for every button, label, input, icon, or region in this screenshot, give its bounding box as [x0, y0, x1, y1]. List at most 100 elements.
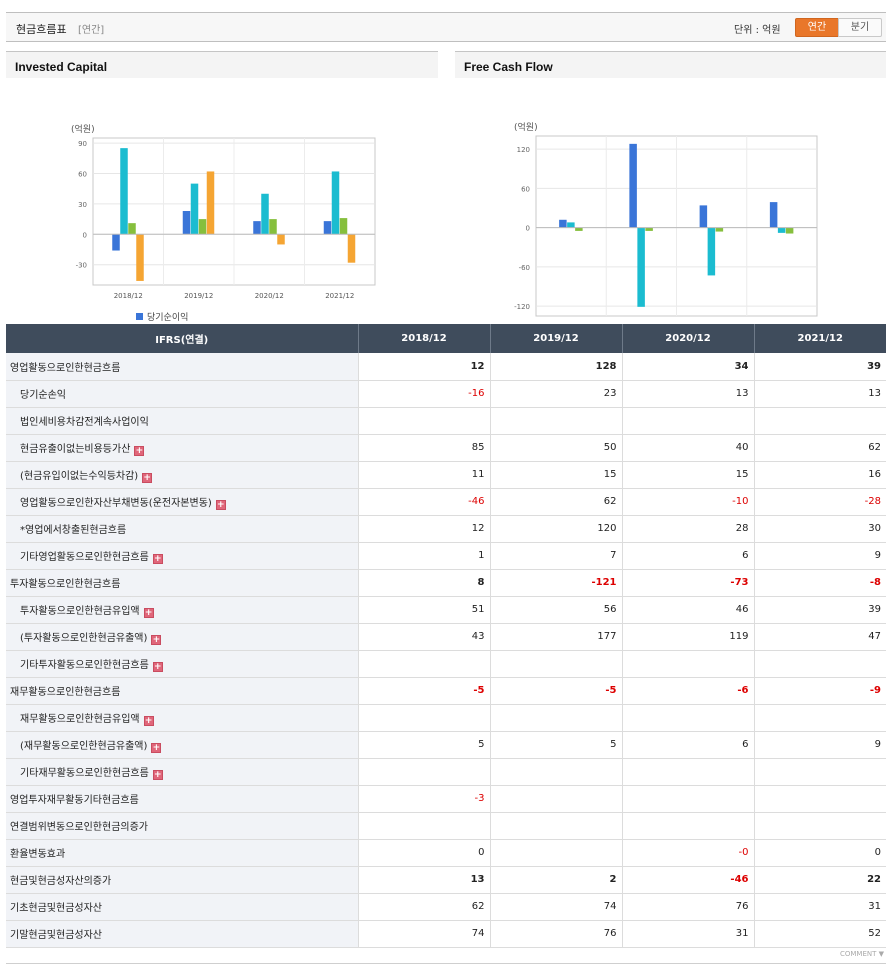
column-header[interactable]: 2020/12 — [621, 324, 754, 353]
expand-icon[interactable]: + — [151, 742, 162, 753]
y-axis-unit: (억원) — [514, 121, 538, 133]
x-tick-label: 2021/12 — [325, 292, 354, 300]
column-header[interactable]: 2018/12 — [357, 324, 490, 353]
table-cell: 1 — [357, 542, 490, 570]
invested-capital-panel: Invested Capital (억원) 90 60 30 0 -30 2018/12 20… — [6, 51, 438, 322]
table-cell: 30 — [753, 515, 886, 543]
expand-icon[interactable]: + — [152, 661, 163, 672]
table-row: 연결범위변동으로인한현금의증가 — [6, 812, 886, 840]
table-cell — [621, 704, 754, 732]
bar — [136, 234, 144, 281]
row-label-text: 기타영업활동으로인한현금흐름 — [20, 551, 149, 563]
x-tick-label: 2020/12 — [255, 292, 284, 300]
annual-toggle-button[interactable]: 연간 — [795, 18, 839, 37]
row-label-text: 재무활동으로인한현금흐름 — [10, 687, 121, 698]
table-cell — [357, 758, 490, 786]
y-tick-label: 30 — [78, 201, 87, 209]
column-header[interactable]: 2021/12 — [753, 324, 886, 353]
y-tick-label: 0 — [83, 231, 87, 239]
table-cell: 39 — [753, 596, 886, 624]
expand-icon[interactable]: + — [152, 769, 163, 780]
bar — [206, 171, 215, 235]
chart-title: Invested Capital — [6, 52, 438, 78]
bar — [637, 227, 645, 307]
table-cell — [753, 650, 886, 678]
bar — [645, 227, 653, 231]
row-label-text: 투자활동으로인한현금유입액 — [20, 605, 140, 617]
table-cell — [753, 785, 886, 813]
table-cell: -10 — [621, 488, 754, 516]
comment-toggle[interactable]: COMMENT ▼ — [6, 950, 886, 964]
table-cell — [621, 407, 754, 435]
expand-icon[interactable]: + — [134, 445, 145, 456]
table-cell: 0 — [753, 839, 886, 867]
row-label-text: *영업에서창출된현금흐름 — [20, 525, 127, 536]
bar — [323, 221, 332, 235]
row-label: 환율변동효과 — [6, 839, 358, 867]
row-label: (현금유입이없는수익등차감) + — [6, 461, 358, 489]
row-label-text: 현금및현금성자산의증가 — [10, 876, 112, 887]
y-tick-label: 60 — [521, 185, 530, 193]
expand-icon[interactable]: + — [143, 715, 154, 726]
row-label-text: 연결범위변동으로인한현금의증가 — [10, 822, 148, 833]
table-cell: -5 — [357, 677, 490, 705]
table-cell: 51 — [357, 596, 490, 624]
table-cell: -5 — [489, 677, 622, 705]
table-cell: -46 — [357, 488, 490, 516]
quarter-toggle-button[interactable]: 분기 — [838, 18, 882, 37]
row-label-text: 기초현금및현금성자산 — [10, 903, 102, 914]
table-cell: 50 — [489, 434, 622, 462]
row-label: 재무활동으로인한현금유입액 + — [6, 704, 358, 732]
table-row: 당기순손익 -16 23 13 13 — [6, 380, 886, 408]
bar — [559, 219, 567, 228]
row-label: 당기순손익 — [6, 380, 358, 408]
expand-icon[interactable]: + — [151, 634, 162, 645]
table-cell: 13 — [753, 380, 886, 408]
unit-label: 단위 : 억원 — [734, 25, 781, 36]
row-label-text: 투자활동으로인한현금흐름 — [10, 579, 121, 590]
table-cell: 76 — [489, 920, 622, 948]
table-cell — [621, 785, 754, 813]
table-cell: 34 — [621, 353, 754, 381]
row-label: 투자활동으로인한현금흐름 — [6, 569, 358, 597]
expand-icon[interactable]: + — [215, 499, 226, 510]
expand-icon[interactable]: + — [143, 607, 154, 618]
row-label: *영업에서창출된현금흐름 — [6, 515, 358, 543]
table-cell: 9 — [753, 542, 886, 570]
y-axis-unit: (억원) — [71, 123, 95, 135]
row-label: 연결범위변동으로인한현금의증가 — [6, 812, 358, 840]
table-cell — [753, 407, 886, 435]
table-cell — [489, 785, 622, 813]
table-cell: -9 — [753, 677, 886, 705]
expand-icon[interactable]: + — [152, 553, 163, 564]
y-tick-label: 90 — [78, 140, 87, 148]
table-row: 재무활동으로인한현금유입액 + — [6, 704, 886, 732]
table-row: 투자활동으로인한현금흐름 8 -121 -73 -8 — [6, 569, 886, 597]
row-label: 기타투자활동으로인한현금흐름 + — [6, 650, 358, 678]
table-cell — [621, 812, 754, 840]
table-cell — [753, 704, 886, 732]
row-label-text: 영업활동으로인한자산부채변동(운전자본변동) — [20, 497, 212, 509]
row-label: 현금유출이없는비용등가산 + — [6, 434, 358, 462]
table-cell: 23 — [489, 380, 622, 408]
table-row: 기초현금및현금성자산 62 74 76 31 — [6, 893, 886, 921]
bar — [253, 221, 261, 235]
bar — [699, 205, 708, 228]
table-cell: 31 — [753, 893, 886, 921]
table-cell: 0 — [357, 839, 490, 867]
table-cell: -0 — [621, 839, 754, 867]
expand-icon[interactable]: + — [142, 472, 153, 483]
table-cell: 40 — [621, 434, 754, 462]
table-row: 현금및현금성자산의증가 13 2 -46 22 — [6, 866, 886, 894]
table-row: 기타투자활동으로인한현금흐름 + — [6, 650, 886, 678]
table-cell: 11 — [357, 461, 490, 489]
table-cell: 120 — [489, 515, 622, 543]
table-cell: 8 — [357, 569, 490, 597]
table-cell — [621, 758, 754, 786]
table-cell: 13 — [621, 380, 754, 408]
column-header[interactable]: 2019/12 — [489, 324, 622, 353]
row-label: 영업투자재무활동기타현금흐름 — [6, 785, 358, 813]
row-label-text: (투자활동으로인한현금유출액) — [20, 632, 148, 644]
y-tick-label: 120 — [517, 146, 530, 154]
table-cell: -46 — [621, 866, 754, 894]
